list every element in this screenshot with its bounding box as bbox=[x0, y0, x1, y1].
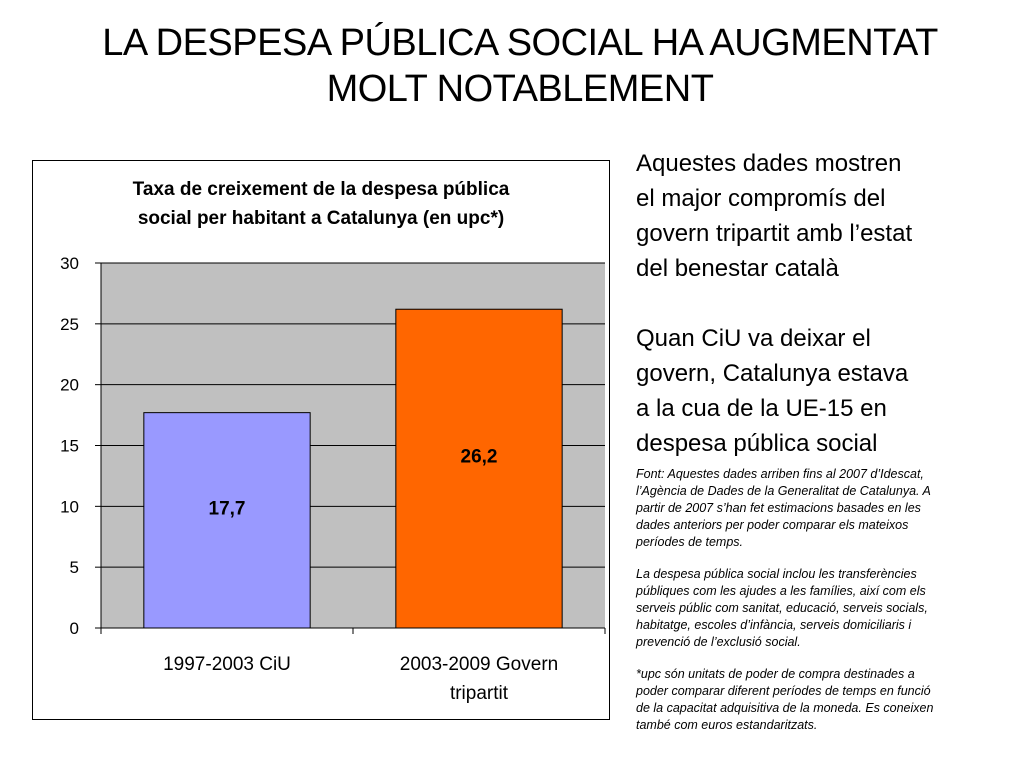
data-label: 26,2 bbox=[461, 447, 498, 468]
x-category-label: 1997-2003 CiU bbox=[163, 654, 291, 675]
commentary: Aquestes dades mostren el major compromí… bbox=[636, 146, 1006, 461]
slide-title: LA DESPESA PÚBLICA SOCIAL HA AUGMENTAT M… bbox=[40, 20, 1000, 112]
commentary-line: govern tripartit amb l’estat bbox=[636, 220, 913, 247]
slide-title-line-1: LA DESPESA PÚBLICA SOCIAL HA AUGMENTAT bbox=[102, 22, 938, 64]
y-tick-label: 20 bbox=[60, 376, 79, 395]
note-line: partir de 2007 s’han fet estimacions bas… bbox=[636, 501, 921, 515]
bar bbox=[143, 412, 311, 629]
note-line: habitatge, escoles d’infància, serveis d… bbox=[636, 618, 912, 632]
x-category-label: 2003-2009 Govern bbox=[400, 654, 558, 675]
note-line: també com euros estandaritzats. bbox=[636, 718, 818, 732]
x-category-label: tripartit bbox=[450, 683, 509, 704]
chart-title-line-2: social per habitant a Catalunya (en upc*… bbox=[137, 208, 505, 229]
y-tick-label: 5 bbox=[70, 558, 79, 577]
note-line: de la capacitat adquisitiva de la moneda… bbox=[636, 701, 934, 715]
note-line: l’Agència de Dades de la Generalitat de … bbox=[636, 484, 931, 498]
note-line: *upc són unitats de poder de compra dest… bbox=[636, 667, 915, 681]
bar-chart: 0 5 10 15 20 25 30 17,7 1997-2003 CiU 26,2 2003-20… bbox=[60, 254, 606, 704]
commentary-line: a la cua de la UE-15 en bbox=[636, 395, 887, 422]
source-note: Font: Aquestes dades arriben fins al 200… bbox=[636, 466, 996, 551]
note-line: La despesa pública social inclou les tra… bbox=[636, 567, 917, 581]
commentary-line: despesa pública social bbox=[636, 430, 878, 457]
commentary-line: el major compromís del bbox=[636, 185, 886, 212]
note-line: Font: Aquestes dades arriben fins al 200… bbox=[636, 467, 924, 481]
y-tick-label: 10 bbox=[60, 497, 79, 516]
y-tick-label: 30 bbox=[60, 254, 79, 273]
chart-title-line-1: Taxa de creixement de la despesa pública bbox=[132, 179, 510, 200]
note-line: períodes de temps. bbox=[636, 535, 744, 549]
note-line: poder comparar diferent períodes de temp… bbox=[636, 684, 931, 698]
commentary-line: del benestar català bbox=[636, 255, 839, 282]
slide-title-line-2: MOLT NOTABLEMENT bbox=[326, 68, 714, 110]
y-tick-label: 0 bbox=[70, 619, 79, 638]
note-line: públiques com les ajudes a les famílies,… bbox=[636, 584, 926, 598]
upc-note: *upc són unitats de poder de compra dest… bbox=[636, 666, 996, 734]
commentary-line: govern, Catalunya estava bbox=[636, 360, 909, 387]
definition-note: La despesa pública social inclou les tra… bbox=[636, 566, 996, 651]
footnotes: Font: Aquestes dades arriben fins al 200… bbox=[636, 466, 996, 749]
y-tick-label: 15 bbox=[60, 437, 79, 456]
note-line: dades anteriors per poder comparar els m… bbox=[636, 518, 909, 532]
y-tick-label: 25 bbox=[60, 315, 79, 334]
bar bbox=[395, 308, 563, 629]
data-label: 17,7 bbox=[209, 498, 246, 519]
note-line: serveis públic com sanitat, educació, se… bbox=[636, 601, 928, 615]
commentary-line: Quan CiU va deixar el bbox=[636, 325, 871, 352]
note-line: prevenció de l’exclusió social. bbox=[636, 635, 801, 649]
chart-title: Taxa de creixement de la despesa pública… bbox=[33, 175, 609, 233]
chart-panel: Taxa de creixement de la despesa pública… bbox=[32, 160, 610, 720]
commentary-line: Aquestes dades mostren bbox=[636, 150, 902, 177]
